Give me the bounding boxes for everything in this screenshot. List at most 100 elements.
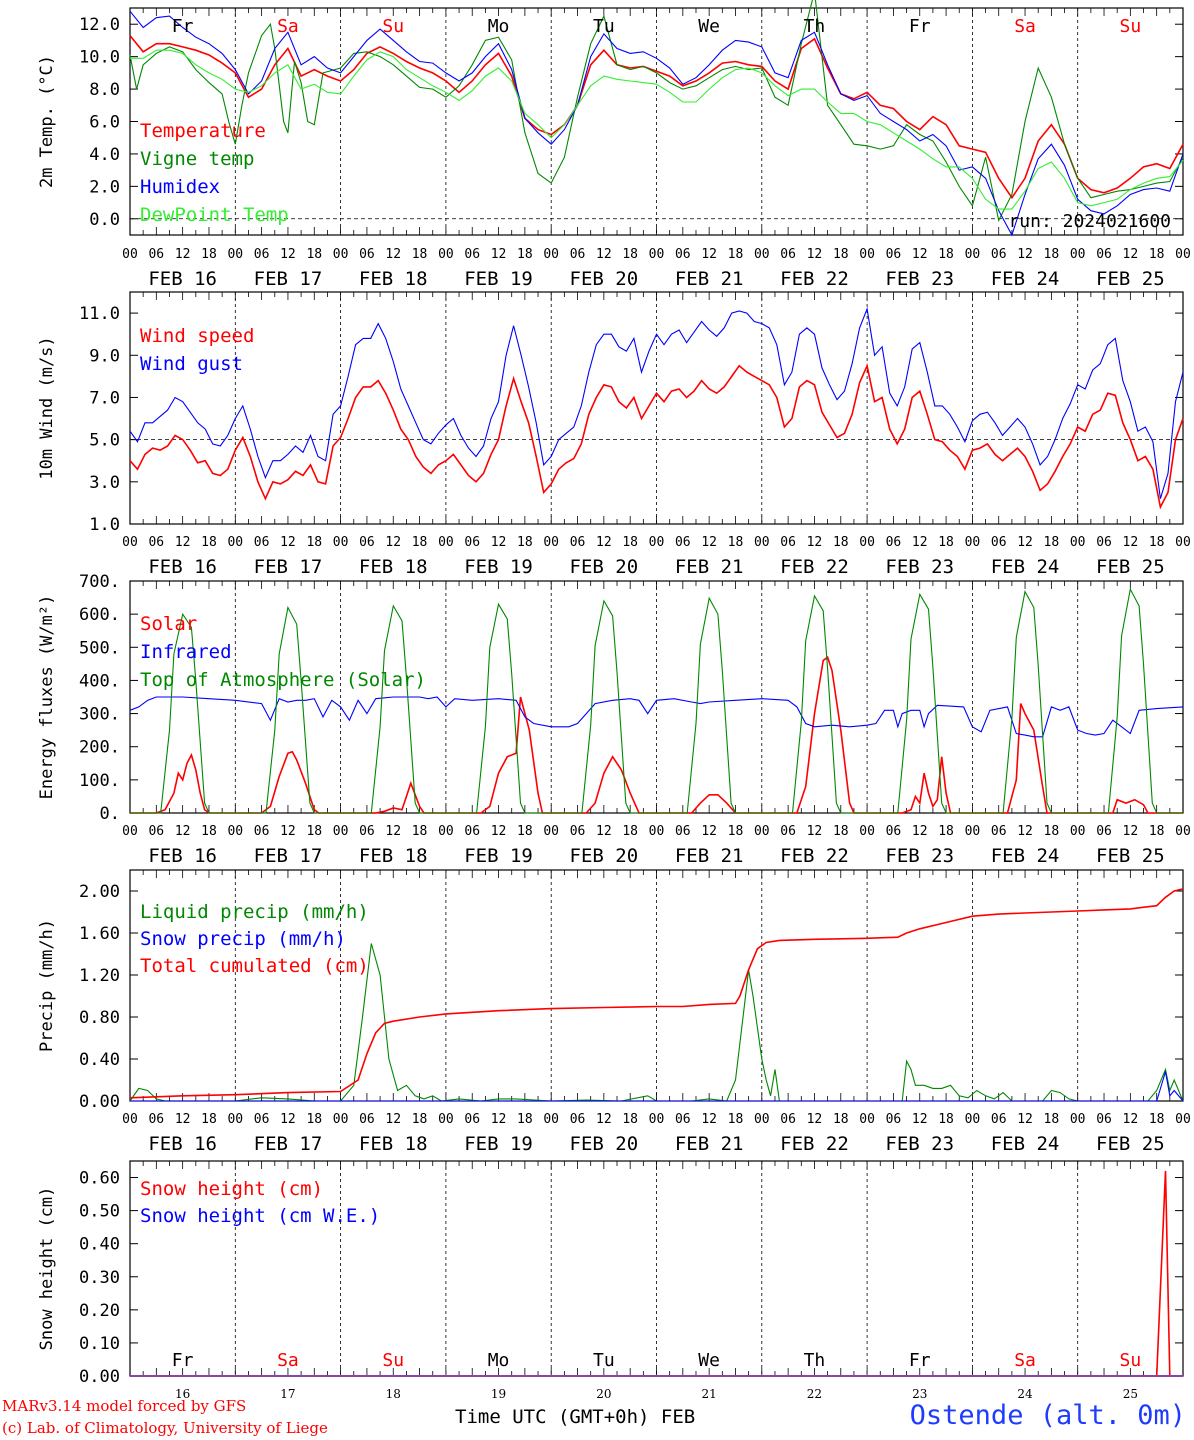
hour-tick-label: 18 xyxy=(622,1112,638,1127)
hour-tick-label: 12 xyxy=(280,535,296,550)
hour-tick-label: 06 xyxy=(148,247,164,262)
hour-tick-label: 06 xyxy=(886,247,902,262)
lab-credit: (c) Lab. of Climatology, University of L… xyxy=(2,1419,328,1437)
day-number-label: 17 xyxy=(280,1387,295,1401)
hour-tick-label: 06 xyxy=(886,824,902,839)
hour-tick-label: 00 xyxy=(965,535,981,550)
hour-tick-label: 06 xyxy=(148,824,164,839)
hour-tick-label: 18 xyxy=(938,824,954,839)
day-name-label: Fr xyxy=(909,16,931,37)
series-line-liquid-precip-mm-h- xyxy=(129,943,1184,1102)
y-tick-label: 300. xyxy=(79,705,120,725)
hour-tick-label: 12 xyxy=(807,247,823,262)
date-label: FEB 18 xyxy=(359,845,428,867)
date-label: FEB 24 xyxy=(991,556,1060,578)
y-tick-label: 0.10 xyxy=(79,1334,120,1354)
hour-tick-label: 12 xyxy=(280,1112,296,1127)
hour-tick-label: 06 xyxy=(359,247,375,262)
hour-tick-label: 12 xyxy=(175,824,191,839)
hour-tick-label: 06 xyxy=(991,535,1007,550)
legend-entry: Vigne temp xyxy=(140,148,254,170)
day-number-label: 16 xyxy=(175,1387,190,1401)
hour-tick-label: 06 xyxy=(991,247,1007,262)
hour-tick-label: 06 xyxy=(1096,824,1112,839)
date-label: FEB 20 xyxy=(570,268,639,290)
y-tick-label: 0.20 xyxy=(79,1301,120,1321)
date-label: FEB 23 xyxy=(885,1133,954,1155)
day-name-label: Sa xyxy=(1014,16,1036,37)
date-label: FEB 23 xyxy=(885,556,954,578)
y-tick-label: 700. xyxy=(79,572,120,592)
hour-tick-label: 12 xyxy=(701,247,717,262)
hour-tick-label: 12 xyxy=(385,1112,401,1127)
day-name-label: Tu xyxy=(593,16,615,37)
hour-tick-label: 06 xyxy=(570,1112,586,1127)
hour-tick-label: 06 xyxy=(780,247,796,262)
legend-entry: Wind gust xyxy=(140,353,243,375)
hour-tick-label: 18 xyxy=(833,247,849,262)
y-axis-label: 2m Temp. (°C) xyxy=(37,55,57,188)
hour-tick-label: 18 xyxy=(938,535,954,550)
hour-tick-label: 12 xyxy=(701,824,717,839)
hour-tick-label: 12 xyxy=(491,247,507,262)
hour-tick-label: 12 xyxy=(807,535,823,550)
date-label: FEB 20 xyxy=(570,1133,639,1155)
day-name-label: Th xyxy=(804,16,826,37)
date-label: FEB 23 xyxy=(885,845,954,867)
legend-entry: DewPoint Temp xyxy=(140,204,289,226)
date-label: FEB 25 xyxy=(1096,845,1165,867)
legend-entry: Solar xyxy=(140,613,197,635)
day-number-label: 21 xyxy=(702,1387,717,1401)
hour-tick-label: 06 xyxy=(464,1112,480,1127)
hour-tick-label: 00 xyxy=(965,1112,981,1127)
hour-tick-label: 12 xyxy=(175,1112,191,1127)
series-line-humidex xyxy=(129,10,1184,237)
hour-tick-label: 12 xyxy=(807,824,823,839)
y-tick-label: 2.0 xyxy=(89,177,120,197)
day-name-label: Mo xyxy=(488,16,510,37)
hour-tick-label: 12 xyxy=(596,247,612,262)
hour-tick-label: 18 xyxy=(201,824,217,839)
hour-tick-label: 18 xyxy=(833,824,849,839)
date-label: FEB 19 xyxy=(464,1133,533,1155)
hour-tick-label: 00 xyxy=(543,535,559,550)
date-label: FEB 17 xyxy=(254,268,323,290)
date-label: FEB 24 xyxy=(991,845,1060,867)
hour-tick-label: 06 xyxy=(148,535,164,550)
hour-tick-label: 06 xyxy=(1096,247,1112,262)
day-name-label: Sa xyxy=(1014,1350,1036,1371)
hour-tick-label: 18 xyxy=(1044,1112,1060,1127)
legend-entry: Snow height (cm W.E.) xyxy=(140,1205,380,1227)
date-label: FEB 16 xyxy=(148,845,217,867)
hour-tick-label: 18 xyxy=(201,1112,217,1127)
hour-tick-label: 12 xyxy=(912,824,928,839)
date-label: FEB 18 xyxy=(359,556,428,578)
hour-tick-label: 18 xyxy=(728,535,744,550)
date-label: FEB 21 xyxy=(675,268,744,290)
hour-tick-label: 00 xyxy=(965,824,981,839)
hour-tick-label: 12 xyxy=(1123,247,1139,262)
series-line-wind-speed xyxy=(129,363,1184,510)
day-number-label: 25 xyxy=(1123,1387,1138,1401)
date-label: FEB 20 xyxy=(570,845,639,867)
hour-tick-label: 00 xyxy=(122,1112,138,1127)
y-tick-label: 200. xyxy=(79,738,120,758)
legend-entry: Liquid precip (mm/h) xyxy=(140,901,369,923)
hour-tick-label: 00 xyxy=(859,824,875,839)
hour-tick-label: 12 xyxy=(596,1112,612,1127)
hour-tick-label: 18 xyxy=(306,1112,322,1127)
legend-entry: Wind speed xyxy=(140,325,254,347)
hour-tick-label: 12 xyxy=(701,535,717,550)
day-name-label: Fr xyxy=(172,16,194,37)
series-line-total-cumulated-cm- xyxy=(129,888,1184,1099)
hour-tick-label: 18 xyxy=(833,1112,849,1127)
hour-tick-label: 06 xyxy=(886,1112,902,1127)
date-label: FEB 19 xyxy=(464,268,533,290)
date-label: FEB 18 xyxy=(359,1133,428,1155)
y-tick-label: 6.0 xyxy=(89,113,120,133)
hour-tick-label: 12 xyxy=(1123,1112,1139,1127)
day-name-label: Mo xyxy=(488,1350,510,1371)
date-label: FEB 18 xyxy=(359,268,428,290)
y-tick-label: 1.20 xyxy=(79,966,120,986)
day-number-label: 24 xyxy=(1017,1387,1033,1401)
